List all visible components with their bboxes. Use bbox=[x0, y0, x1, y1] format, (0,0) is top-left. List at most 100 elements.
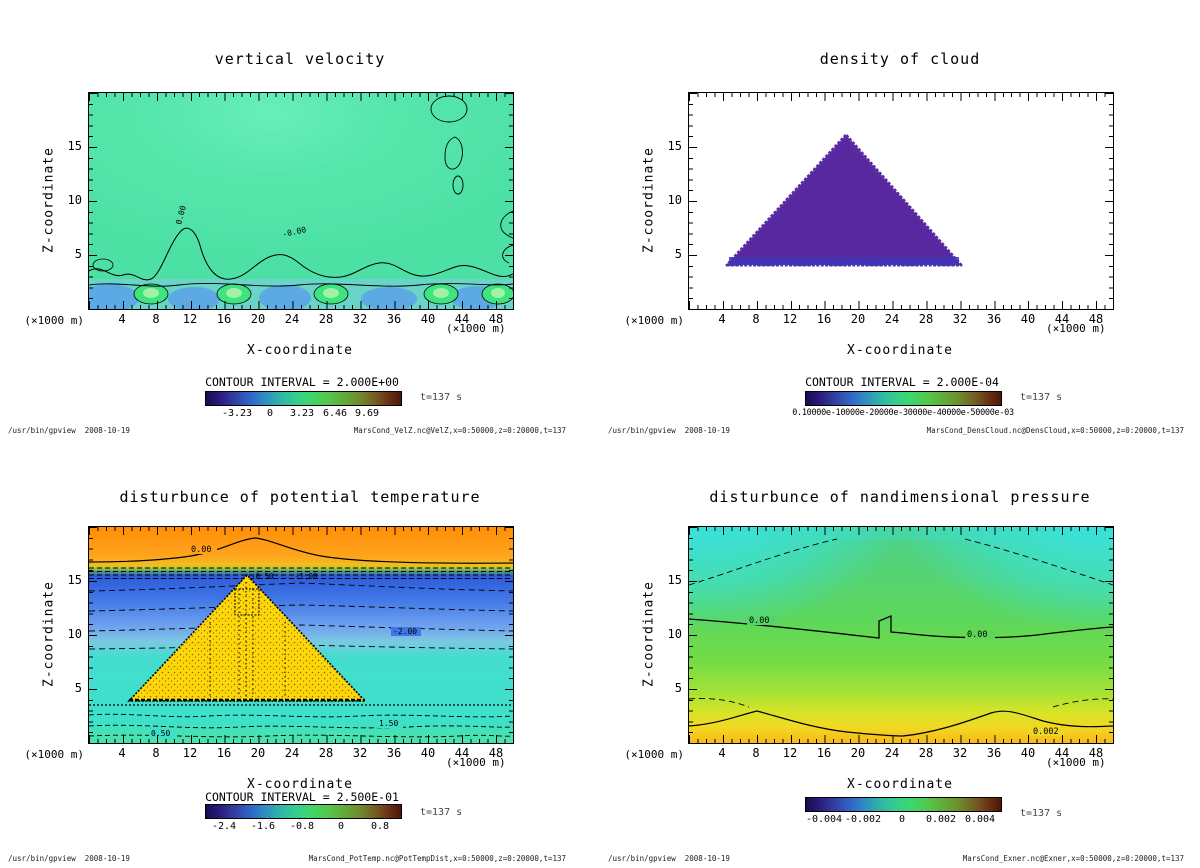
x-tick-label: 44 bbox=[454, 746, 470, 760]
x-tick-label: 24 bbox=[284, 746, 300, 760]
x-tick-label: 16 bbox=[216, 746, 232, 760]
y-tick-label: 10 bbox=[667, 193, 682, 207]
colorbar-tick: -2.4 bbox=[211, 821, 237, 832]
panel-vertical-velocity: vertical velocity Z-coordinate bbox=[0, 0, 600, 435]
x-axis-label: X-coordinate bbox=[247, 343, 353, 358]
x-tick-label: 40 bbox=[1020, 312, 1036, 326]
x-tick-label: 4 bbox=[118, 746, 126, 760]
x-tick-label: 8 bbox=[752, 746, 760, 760]
x-tick-label: 8 bbox=[152, 312, 160, 326]
x-tick-label: 32 bbox=[952, 312, 968, 326]
colorbar-tick: -1.6 bbox=[250, 821, 276, 832]
contour-interval-text: CONTOUR INTERVAL = 2.000E-04 bbox=[805, 375, 999, 389]
x-tick-label: 36 bbox=[386, 746, 402, 760]
vertical-velocity-field: 0.00 -0.00 bbox=[89, 93, 513, 309]
contour-label: 0.00 bbox=[749, 616, 769, 626]
x-tick-label: 48 bbox=[1088, 746, 1104, 760]
x-tick-label: 16 bbox=[816, 312, 832, 326]
x-tick-label: 20 bbox=[850, 746, 866, 760]
contour-label: -0.50 bbox=[251, 572, 274, 581]
x-tick-label: 36 bbox=[386, 312, 402, 326]
panel-title: disturbunce of nandimensional pressure bbox=[709, 488, 1091, 506]
colorbar-tick: 0.8 bbox=[370, 821, 390, 832]
x-tick-label: 24 bbox=[884, 312, 900, 326]
x-axis-ticks: 4 8 12 16 20 24 28 32 36 40 44 48 bbox=[107, 312, 511, 326]
x-tick-label: 4 bbox=[718, 312, 726, 326]
plot-area: 0.00 0.00 0.002 bbox=[688, 526, 1114, 744]
x-tick-label: 12 bbox=[782, 746, 798, 760]
x-tick-label: 28 bbox=[918, 312, 934, 326]
x-tick-label: 28 bbox=[318, 312, 334, 326]
potential-temperature-field: 0.00 -0.50 -1.00 -2.00 1.50 0.50 bbox=[89, 527, 513, 743]
contour-label: 0.002 bbox=[1033, 727, 1059, 737]
contour-interval-text: CONTOUR INTERVAL = 2.000E+00 bbox=[205, 375, 399, 389]
x-axis-unit: (×1000 m) bbox=[446, 322, 506, 335]
y-tick-label: 5 bbox=[674, 681, 682, 695]
footer-command: /usr/bin/gpview 2008-10-19 bbox=[608, 426, 730, 435]
x-axis-label: X-coordinate bbox=[847, 777, 953, 792]
contour-label: -2.00 bbox=[393, 627, 417, 636]
time-label: t=137 s bbox=[420, 807, 463, 818]
x-tick-label: 16 bbox=[216, 312, 232, 326]
colorbar-tick: 6.46 bbox=[322, 408, 348, 419]
x-tick-label: 32 bbox=[352, 312, 368, 326]
panel-title: vertical velocity bbox=[214, 50, 386, 68]
y-axis-unit: (×1000 m) bbox=[624, 748, 684, 761]
x-tick-label: 40 bbox=[420, 312, 436, 326]
colorbar-tick: -3.23 bbox=[221, 408, 253, 419]
x-axis-unit: (×1000 m) bbox=[1046, 322, 1106, 335]
contour-label: 1.50 bbox=[379, 719, 398, 728]
colorbar-tick: 0.004 bbox=[964, 814, 996, 825]
x-tick-label: 8 bbox=[152, 746, 160, 760]
colorbar-tick: -0.002 bbox=[844, 814, 882, 825]
panel-pressure: disturbunce of nandimensional pressure Z… bbox=[600, 434, 1200, 868]
x-tick-label: 20 bbox=[250, 312, 266, 326]
footer-dataset: MarsCond_Exner.nc@Exner,x=0:50000,z=0:20… bbox=[962, 854, 1184, 863]
y-tick-label: 15 bbox=[667, 573, 682, 587]
x-tick-label: 12 bbox=[782, 312, 798, 326]
x-axis-ticks: 4 8 12 16 20 24 28 32 36 40 44 48 bbox=[707, 746, 1111, 760]
y-tick-label: 15 bbox=[67, 139, 82, 153]
x-tick-label: 24 bbox=[884, 746, 900, 760]
footer-dataset: MarsCond_DensCloud.nc@DensCloud,x=0:5000… bbox=[926, 426, 1184, 435]
colorbar-tick: 0 bbox=[337, 821, 345, 832]
x-tick-label: 28 bbox=[318, 746, 334, 760]
colorbar-tick: 9.69 bbox=[354, 408, 380, 419]
time-label: t=137 s bbox=[1020, 808, 1063, 819]
x-tick-label: 12 bbox=[182, 312, 198, 326]
plot-area bbox=[688, 92, 1114, 310]
colorbar bbox=[205, 391, 402, 406]
y-tick-label: 10 bbox=[67, 627, 82, 641]
colorbar-tick: -0.8 bbox=[289, 821, 315, 832]
panel-potential-temperature: disturbunce of potential temperature Z-c… bbox=[0, 434, 600, 868]
x-tick-label: 48 bbox=[488, 312, 504, 326]
x-tick-label: 24 bbox=[284, 312, 300, 326]
footer-dataset: MarsCond_PotTemp.nc@PotTempDist,x=0:5000… bbox=[308, 854, 566, 863]
contour-label: 0.50 bbox=[151, 729, 170, 738]
x-tick-label: 20 bbox=[250, 746, 266, 760]
x-tick-label: 36 bbox=[986, 312, 1002, 326]
y-axis-unit: (×1000 m) bbox=[24, 748, 84, 761]
x-tick-label: 44 bbox=[1054, 312, 1070, 326]
plot-area: 0.00 -0.00 bbox=[88, 92, 514, 310]
y-tick-label: 15 bbox=[67, 573, 82, 587]
contour-label: 0.00 bbox=[967, 630, 987, 640]
y-tick-label: 10 bbox=[667, 627, 682, 641]
footer-command: /usr/bin/gpview 2008-10-19 bbox=[8, 854, 130, 863]
y-tick-label: 5 bbox=[74, 247, 82, 261]
pressure-field: 0.00 0.00 0.002 bbox=[689, 527, 1113, 743]
contour-label: -1.00 bbox=[295, 572, 318, 581]
x-tick-label: 48 bbox=[1088, 312, 1104, 326]
colorbar-tick: 0 bbox=[898, 814, 906, 825]
x-tick-label: 16 bbox=[816, 746, 832, 760]
plot-area: 0.00 -0.50 -1.00 -2.00 1.50 0.50 bbox=[88, 526, 514, 744]
x-tick-label: 48 bbox=[488, 746, 504, 760]
x-tick-label: 4 bbox=[118, 312, 126, 326]
footer-command: /usr/bin/gpview 2008-10-19 bbox=[8, 426, 130, 435]
x-axis-label: X-coordinate bbox=[247, 777, 353, 792]
x-tick-label: 32 bbox=[352, 746, 368, 760]
colorbar bbox=[805, 391, 1002, 406]
x-tick-label: 36 bbox=[986, 746, 1002, 760]
x-tick-label: 32 bbox=[952, 746, 968, 760]
